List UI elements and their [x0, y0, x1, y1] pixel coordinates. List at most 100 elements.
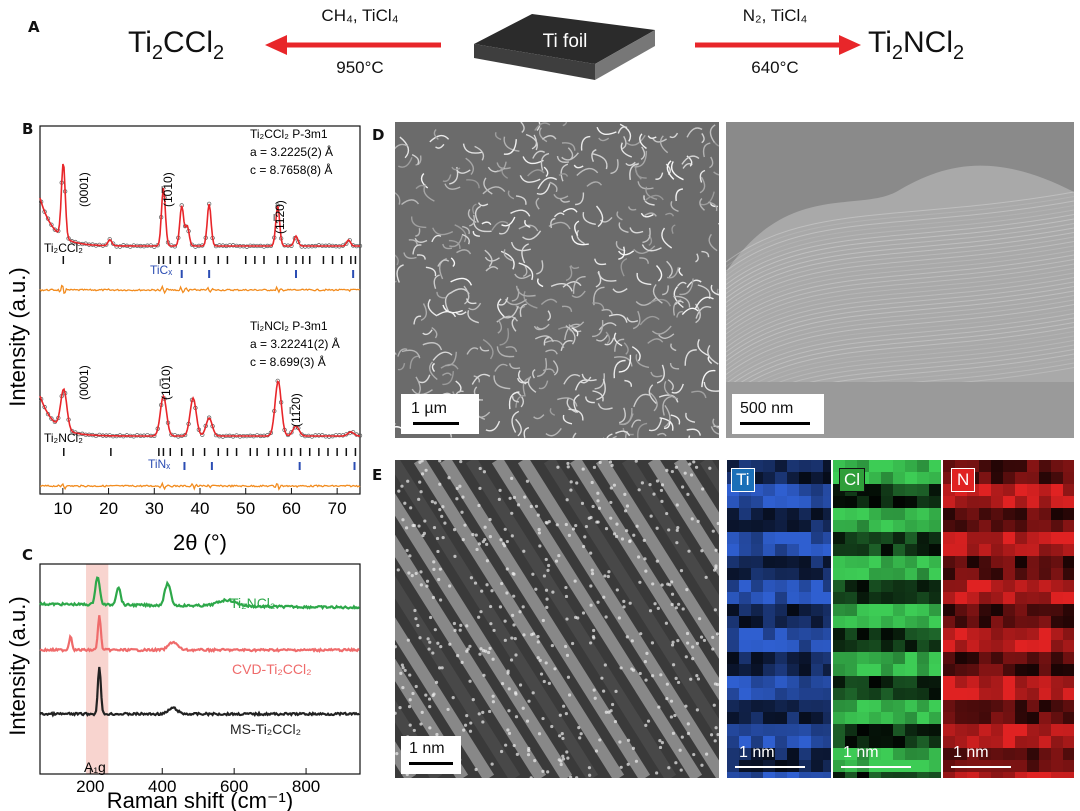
- stem-atom-column: [408, 554, 412, 558]
- eds-pixel: [955, 616, 967, 628]
- stem-atom-column: [421, 533, 425, 538]
- sem-flake: [397, 362, 406, 371]
- sem-layer-line: [726, 286, 1074, 357]
- stem-atom-column: [483, 525, 487, 529]
- eds-pixel: [751, 736, 763, 748]
- stem-atom-column: [590, 572, 595, 576]
- eds-pixel: [1015, 688, 1027, 700]
- stem-atom-column: [716, 732, 719, 737]
- eds-pixel: [967, 652, 979, 664]
- sem-flake: [436, 310, 457, 318]
- eds-pixel: [1039, 664, 1051, 676]
- stem-atom-column: [675, 541, 679, 545]
- stem-atom-column: [625, 529, 629, 533]
- eds-pixel: [787, 688, 799, 700]
- sem-flake: [395, 280, 397, 283]
- stem-atom-column: [562, 704, 566, 708]
- sem-flake: [474, 145, 485, 161]
- eds-pixel: [775, 460, 787, 472]
- stem-atom-column: [401, 686, 405, 690]
- eds-pixel: [727, 748, 739, 760]
- stem-atom-column: [569, 488, 573, 492]
- sem-cross-section-image: 500 nm: [726, 122, 1074, 438]
- eds-pixel: [823, 508, 831, 520]
- raman-chart: Intensity (a.u.) 200 400 600 800 Raman shif…: [5, 563, 361, 811]
- stem-atom-column: [664, 621, 669, 625]
- stem-atom-column: [488, 517, 492, 522]
- eds-pixel: [799, 580, 811, 592]
- sem-flake: [686, 155, 693, 167]
- stem-atom-column: [670, 592, 675, 596]
- eds-pixel: [881, 676, 893, 688]
- eds-pixel: [845, 532, 857, 544]
- sem-flake: [517, 370, 527, 385]
- eds-pixel: [845, 628, 857, 640]
- stem-atom-column: [561, 754, 565, 758]
- eds-pixel: [1063, 556, 1074, 568]
- eds-pixel: [763, 604, 775, 616]
- sem-flake: [401, 199, 420, 206]
- sem-flake: [618, 222, 629, 233]
- eds-pixel: [929, 724, 941, 736]
- sem-flake: [565, 265, 573, 282]
- eds-pixel: [905, 664, 917, 676]
- sem-flake: [433, 129, 439, 140]
- stem-atom-column: [488, 604, 493, 609]
- sem-flake: [702, 142, 711, 158]
- stem-atom-column: [544, 557, 548, 562]
- eds-pixel: [1015, 520, 1027, 532]
- stem-atom-column: [545, 597, 549, 601]
- eds-pixel: [775, 700, 787, 712]
- sem-flake: [510, 209, 531, 217]
- eds-pixel: [967, 664, 979, 676]
- xrd-observed-point: [69, 428, 75, 434]
- sem-flake: [472, 203, 477, 215]
- eds-pixel: [1027, 580, 1039, 592]
- sem-flake: [395, 254, 399, 266]
- sem-flake: [531, 134, 538, 150]
- eds-pixel: [1051, 532, 1063, 544]
- stem-atom-column: [713, 682, 718, 686]
- eds-pixel: [905, 544, 917, 556]
- eds-pixel: [833, 724, 845, 736]
- stem-atom-column: [565, 750, 569, 754]
- sem-flake: [557, 326, 572, 332]
- eds-pixel: [1051, 592, 1063, 604]
- sem-left-scale-line: [413, 422, 459, 425]
- sem-flake: [509, 363, 521, 370]
- eds-pixel: [1039, 604, 1051, 616]
- sem-flake: [613, 332, 623, 347]
- eds-pixel: [967, 520, 979, 532]
- stem-atom-column: [479, 610, 483, 614]
- eds-pixel: [1051, 580, 1063, 592]
- sem-flake: [666, 267, 680, 279]
- stem-atom-column: [557, 553, 561, 558]
- eds-pixel: [1063, 700, 1074, 712]
- eds-pixel: [787, 748, 799, 760]
- eds-pixel: [881, 508, 893, 520]
- stem-atom-column: [499, 749, 504, 754]
- sem-flake: [567, 147, 574, 161]
- eds-pixel: [775, 664, 787, 676]
- stem-atom-column: [701, 487, 705, 491]
- stem-atom-column: [671, 731, 676, 735]
- stem-atom-column: [507, 731, 512, 735]
- eds-pixel: [869, 496, 881, 508]
- sem-flake: [678, 267, 684, 277]
- eds-pixel: [845, 688, 857, 700]
- sem-flake: [671, 383, 684, 394]
- sem-flake: [699, 198, 705, 211]
- eds-pixel: [955, 556, 967, 568]
- sem-flake: [442, 371, 454, 386]
- sem-flake: [512, 396, 519, 403]
- sem-flake: [522, 230, 542, 241]
- eds-pixel: [1039, 616, 1051, 628]
- stem-atom-column: [711, 647, 715, 651]
- eds-pixel: [739, 652, 751, 664]
- eds-pixel: [979, 700, 991, 712]
- eds-pixel: [845, 508, 857, 520]
- eds-pixel: [943, 544, 955, 556]
- eds-pixel: [1063, 676, 1074, 688]
- stem-atom-column: [607, 570, 611, 574]
- eds-pixel: [1063, 568, 1074, 580]
